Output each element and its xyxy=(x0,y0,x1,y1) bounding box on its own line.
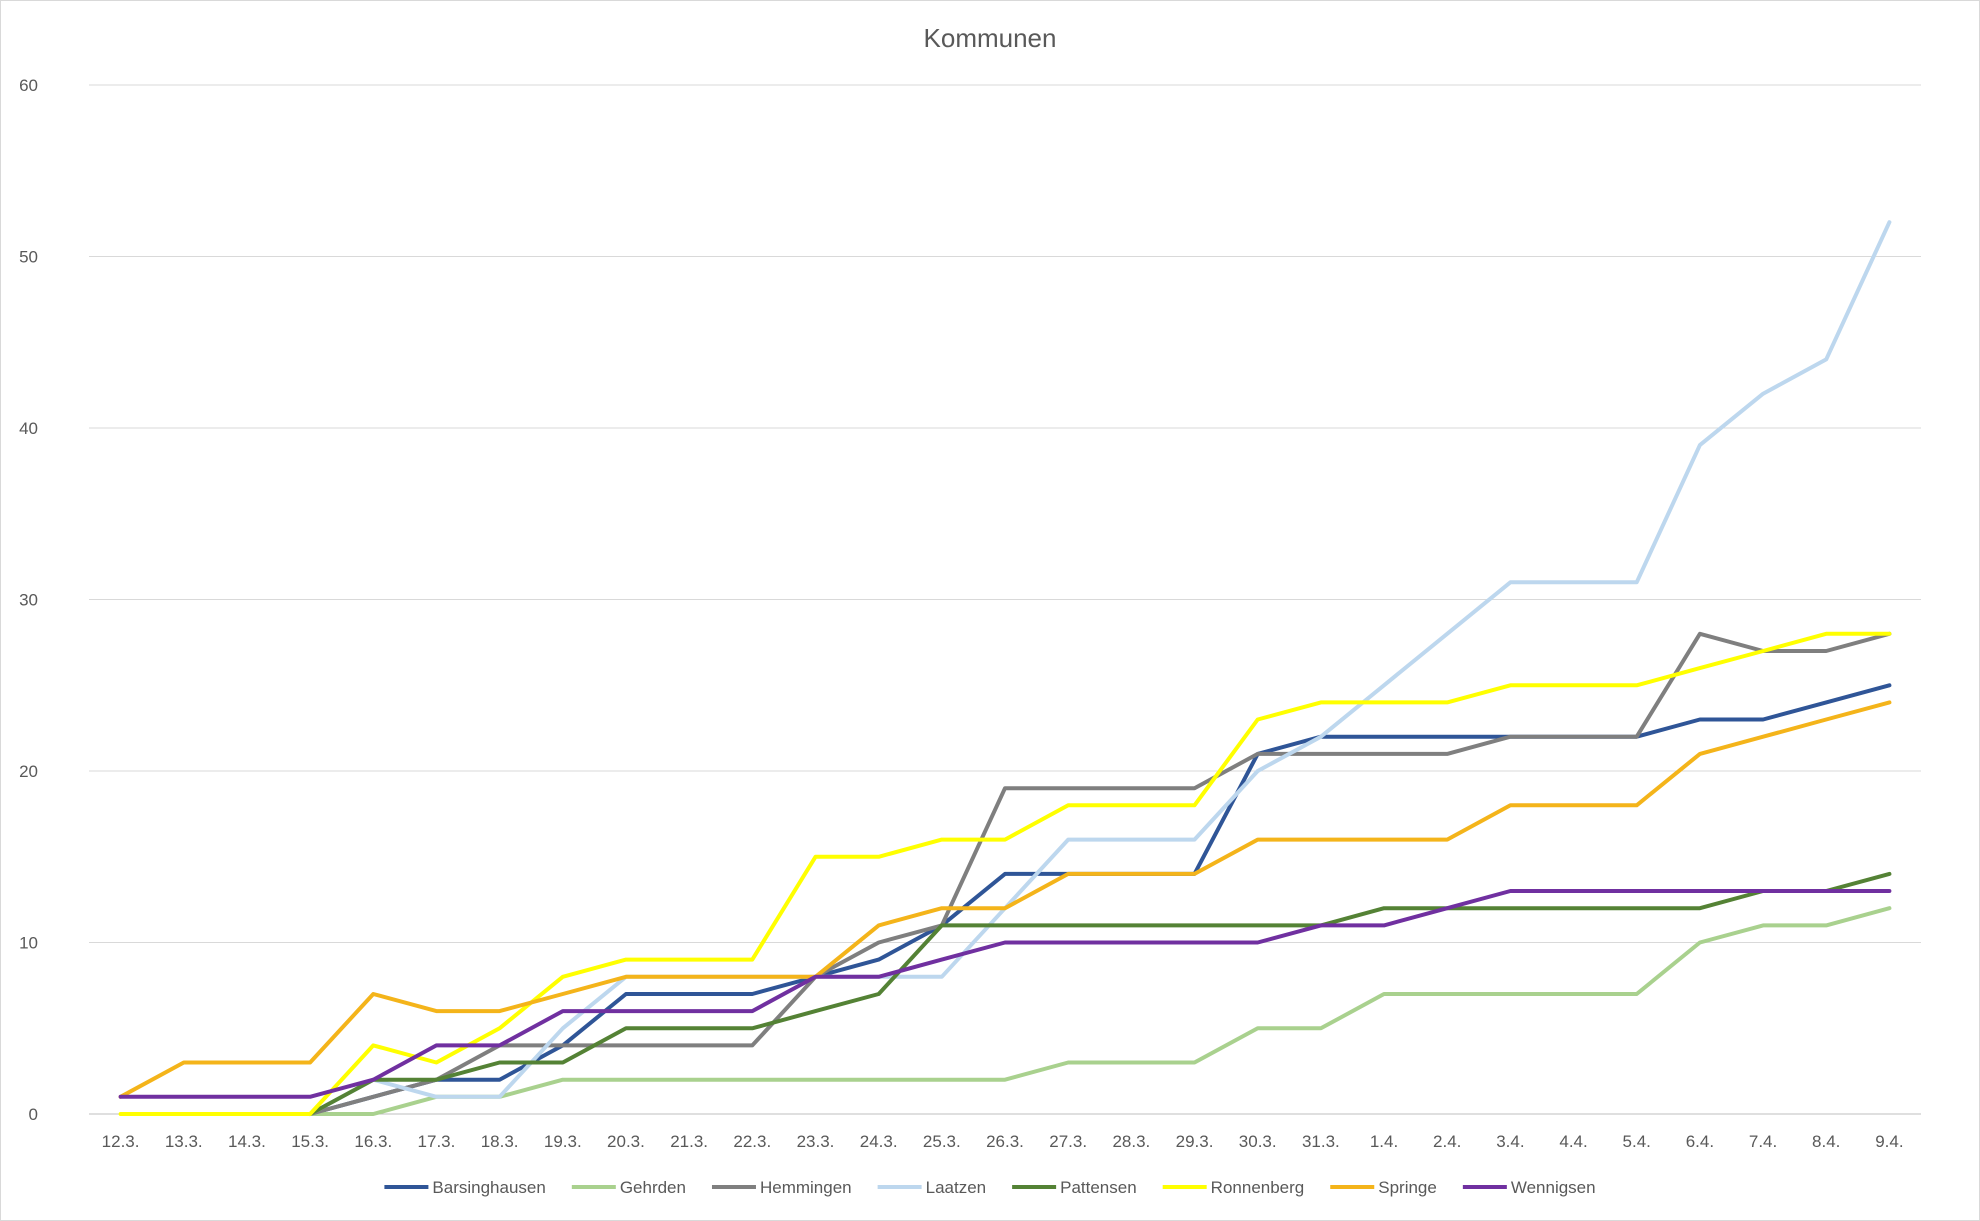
series-line-gehrden xyxy=(308,906,1892,1116)
x-tick-label: 21.3. xyxy=(670,1132,708,1151)
legend-item-gehrden: Gehrden xyxy=(571,1178,686,1197)
x-tick-label: 4.4. xyxy=(1559,1132,1587,1151)
x-tick-label: 28.3. xyxy=(1112,1132,1150,1151)
x-tick-label: 30.3. xyxy=(1239,1132,1277,1151)
y-tick-label: 10 xyxy=(19,934,38,953)
x-tick-label: 19.3. xyxy=(544,1132,582,1151)
legend-label: Springe xyxy=(1378,1178,1437,1197)
legend-label: Gehrden xyxy=(620,1178,686,1197)
y-tick-label: 30 xyxy=(19,591,38,610)
chart-title: Kommunen xyxy=(924,23,1057,53)
x-tick-label: 7.4. xyxy=(1749,1132,1777,1151)
x-tick-label: 20.3. xyxy=(607,1132,645,1151)
x-tick-label: 31.3. xyxy=(1302,1132,1340,1151)
legend-item-pattensen: Pattensen xyxy=(1012,1178,1137,1197)
series-line-hemmingen xyxy=(308,631,1892,1116)
y-tick-label: 0 xyxy=(29,1105,38,1124)
legend-label: Wennigsen xyxy=(1511,1178,1596,1197)
y-tick-label: 50 xyxy=(19,248,38,267)
x-tick-label: 24.3. xyxy=(860,1132,898,1151)
x-tick-label: 5.4. xyxy=(1623,1132,1651,1151)
legend-item-laatzen: Laatzen xyxy=(877,1178,987,1197)
x-tick-label: 15.3. xyxy=(291,1132,329,1151)
x-tick-label: 16.3. xyxy=(354,1132,392,1151)
x-tick-label: 2.4. xyxy=(1433,1132,1461,1151)
series-line-laatzen xyxy=(308,220,1892,1116)
x-tick-label: 29.3. xyxy=(1176,1132,1214,1151)
legend-label: Pattensen xyxy=(1060,1178,1137,1197)
x-tick-label: 14.3. xyxy=(228,1132,266,1151)
legend-item-hemmingen: Hemmingen xyxy=(711,1178,852,1197)
x-tick-label: 6.4. xyxy=(1686,1132,1714,1151)
x-tick-label: 13.3. xyxy=(165,1132,203,1151)
y-tick-label: 20 xyxy=(19,762,38,781)
x-tick-label: 1.4. xyxy=(1370,1132,1398,1151)
y-tick-label: 60 xyxy=(19,76,38,95)
legend-item-springe: Springe xyxy=(1330,1178,1437,1197)
x-tick-label: 27.3. xyxy=(1049,1132,1087,1151)
legend-label: Ronnenberg xyxy=(1211,1178,1305,1197)
x-tick-label: 18.3. xyxy=(481,1132,519,1151)
legend-label: Laatzen xyxy=(926,1178,987,1197)
x-tick-label: 8.4. xyxy=(1812,1132,1840,1151)
x-tick-label: 23.3. xyxy=(797,1132,835,1151)
series-line-pattensen xyxy=(308,871,1892,1116)
series-line-barsinghausen xyxy=(308,683,1892,1116)
x-tick-label: 17.3. xyxy=(418,1132,456,1151)
legend-item-barsinghausen: Barsinghausen xyxy=(384,1178,546,1197)
x-tick-label: 22.3. xyxy=(733,1132,771,1151)
y-tick-label: 40 xyxy=(19,419,38,438)
x-tick-label: 26.3. xyxy=(986,1132,1024,1151)
legend-label: Barsinghausen xyxy=(432,1178,545,1197)
x-tick-label: 9.4. xyxy=(1875,1132,1903,1151)
legend-label: Hemmingen xyxy=(760,1178,852,1197)
series-line-springe xyxy=(118,700,1892,1099)
x-tick-label: 25.3. xyxy=(923,1132,961,1151)
legend-item-ronnenberg: Ronnenberg xyxy=(1162,1178,1305,1197)
series-line-wennigsen xyxy=(118,889,1892,1099)
x-tick-label: 3.4. xyxy=(1496,1132,1524,1151)
legend-item-wennigsen: Wennigsen xyxy=(1462,1178,1596,1197)
x-tick-label: 12.3. xyxy=(102,1132,140,1151)
